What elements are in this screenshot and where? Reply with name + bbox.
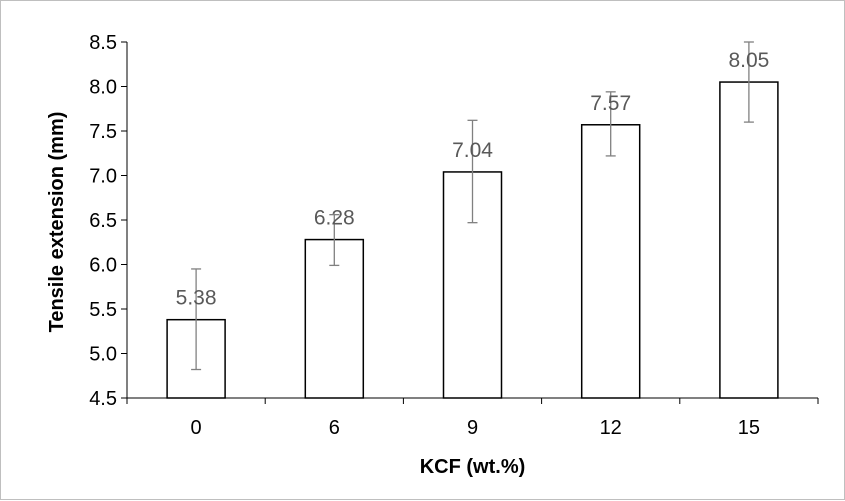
x-tick-label: 12: [600, 417, 622, 439]
data-label-12: 7.57: [590, 92, 631, 115]
data-label-9: 7.04: [452, 139, 493, 162]
y-tick-label: 5.5: [89, 299, 117, 321]
error-bar-0: [191, 268, 202, 371]
y-tick-label: 8.0: [89, 77, 117, 99]
y-tick-label: 6.0: [89, 255, 117, 277]
y-tick-label: 4.5: [89, 388, 117, 410]
x-tick-label: 15: [738, 417, 760, 439]
x-tick-label: 6: [329, 417, 340, 439]
y-tick-label: 7.0: [89, 166, 117, 188]
data-label-0: 5.38: [176, 287, 217, 310]
data-label-6: 6.28: [314, 207, 355, 230]
error-bar-9: [467, 119, 478, 224]
error-bar-12: [605, 91, 616, 157]
x-axis-title: KCF (wt.%): [420, 456, 526, 478]
y-axis: 4.5 5.0 5.5 6.0 6.5 7.0 7.5 8.0 8.5: [89, 32, 128, 410]
y-tick-label: 7.5: [89, 121, 117, 143]
y-tick-label: 5.0: [89, 344, 117, 366]
bars: [166, 81, 779, 399]
y-tick-label: 6.5: [89, 210, 117, 232]
data-label-15: 8.05: [728, 49, 769, 72]
error-bar-6: [329, 214, 340, 267]
error-bars: [191, 41, 754, 371]
bar-12: [580, 124, 641, 399]
x-tick-label: 9: [467, 417, 478, 439]
x-tick-label: 0: [191, 417, 202, 439]
y-axis-title: Tensile extension (mm): [46, 112, 68, 333]
x-axis: 0 6 9 12 15: [126, 397, 819, 439]
data-labels: 5.38 6.28 7.04 7.57 8.05: [176, 49, 770, 310]
bar-15: [719, 81, 779, 399]
error-bar-15: [743, 41, 754, 123]
y-tick-label: 8.5: [89, 32, 117, 54]
